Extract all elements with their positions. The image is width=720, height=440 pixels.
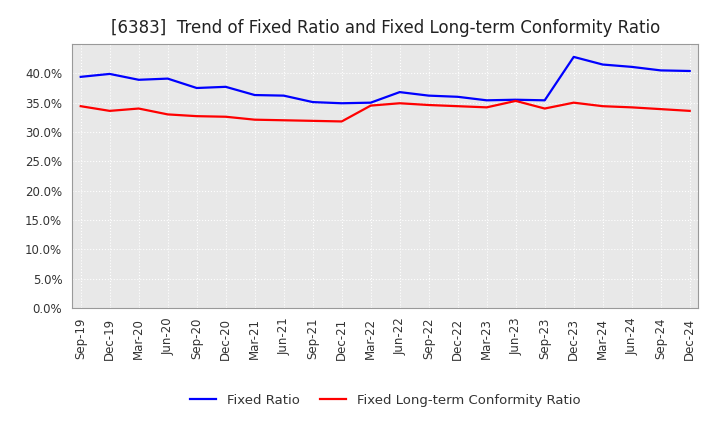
Fixed Ratio (135, 77, 143, 82)
Fixed Ratio (163, 76, 172, 81)
Fixed Ratio (598, 62, 607, 67)
Fixed Ratio (541, 98, 549, 103)
Fixed Ratio (395, 89, 404, 95)
Fixed Long-term Conformity Ratio (482, 105, 491, 110)
Fixed Long-term Conformity Ratio (395, 101, 404, 106)
Title: [6383]  Trend of Fixed Ratio and Fixed Long-term Conformity Ratio: [6383] Trend of Fixed Ratio and Fixed Lo… (111, 19, 660, 37)
Fixed Long-term Conformity Ratio (598, 103, 607, 109)
Fixed Ratio (279, 93, 288, 98)
Fixed Long-term Conformity Ratio (135, 106, 143, 111)
Fixed Long-term Conformity Ratio (511, 98, 520, 103)
Fixed Long-term Conformity Ratio (251, 117, 259, 122)
Fixed Long-term Conformity Ratio (570, 100, 578, 105)
Fixed Ratio (570, 54, 578, 59)
Fixed Ratio (251, 92, 259, 98)
Fixed Long-term Conformity Ratio (685, 108, 694, 114)
Fixed Ratio (308, 99, 317, 105)
Fixed Long-term Conformity Ratio (105, 108, 114, 114)
Fixed Ratio (454, 94, 462, 99)
Line: Fixed Long-term Conformity Ratio: Fixed Long-term Conformity Ratio (81, 101, 690, 121)
Fixed Long-term Conformity Ratio (541, 106, 549, 111)
Fixed Long-term Conformity Ratio (192, 114, 201, 119)
Fixed Long-term Conformity Ratio (366, 103, 375, 108)
Fixed Ratio (627, 64, 636, 70)
Fixed Long-term Conformity Ratio (454, 103, 462, 109)
Fixed Ratio (511, 97, 520, 103)
Fixed Long-term Conformity Ratio (279, 117, 288, 123)
Fixed Ratio (366, 100, 375, 105)
Fixed Ratio (424, 93, 433, 98)
Fixed Long-term Conformity Ratio (338, 119, 346, 124)
Fixed Ratio (338, 101, 346, 106)
Fixed Long-term Conformity Ratio (657, 106, 665, 112)
Fixed Ratio (221, 84, 230, 89)
Fixed Long-term Conformity Ratio (424, 103, 433, 108)
Fixed Long-term Conformity Ratio (163, 112, 172, 117)
Fixed Long-term Conformity Ratio (76, 103, 85, 109)
Fixed Ratio (105, 71, 114, 77)
Fixed Ratio (192, 85, 201, 91)
Fixed Ratio (685, 68, 694, 73)
Legend: Fixed Ratio, Fixed Long-term Conformity Ratio: Fixed Ratio, Fixed Long-term Conformity … (185, 389, 585, 412)
Fixed Long-term Conformity Ratio (627, 105, 636, 110)
Fixed Ratio (657, 68, 665, 73)
Fixed Long-term Conformity Ratio (221, 114, 230, 119)
Line: Fixed Ratio: Fixed Ratio (81, 57, 690, 103)
Fixed Ratio (482, 98, 491, 103)
Fixed Long-term Conformity Ratio (308, 118, 317, 124)
Fixed Ratio (76, 74, 85, 80)
